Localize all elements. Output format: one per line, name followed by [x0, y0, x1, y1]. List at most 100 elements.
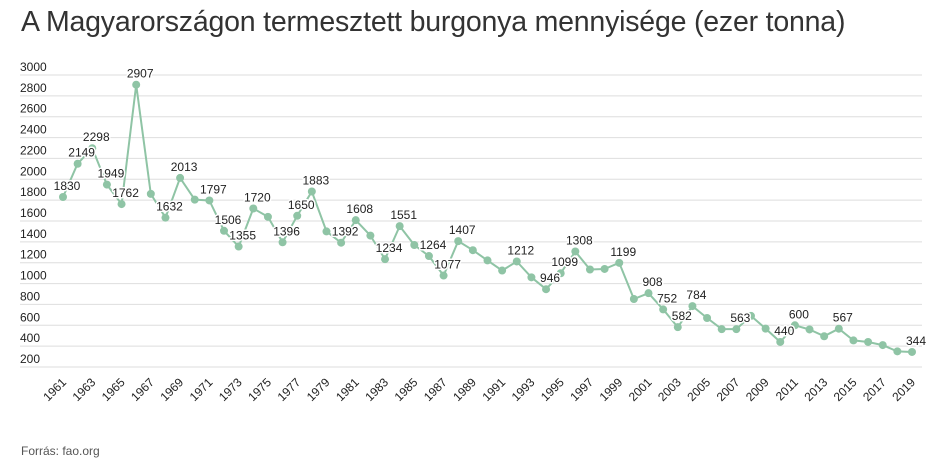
x-tick-label: 1971 — [187, 375, 216, 404]
data-label: 1234 — [376, 241, 403, 255]
data-label: 440 — [774, 324, 794, 338]
data-label: 1212 — [507, 243, 534, 257]
x-tick-label: 1979 — [304, 375, 333, 404]
x-tick-label: 2001 — [626, 375, 655, 404]
y-tick-label: 400 — [20, 331, 40, 345]
data-point — [263, 212, 272, 221]
data-point — [498, 266, 507, 275]
data-points — [59, 80, 916, 356]
data-point — [717, 325, 726, 334]
data-point — [820, 332, 829, 341]
data-point — [381, 255, 390, 264]
data-point — [776, 337, 785, 346]
data-label: 1608 — [346, 202, 373, 216]
data-label: 1830 — [54, 179, 81, 193]
data-point — [849, 336, 858, 345]
data-point — [337, 238, 346, 247]
data-point — [805, 325, 814, 334]
data-point — [161, 213, 170, 222]
data-point — [542, 285, 551, 294]
data-point — [454, 237, 463, 246]
y-tick-label: 2800 — [20, 81, 47, 95]
y-tick-label: 600 — [20, 310, 40, 324]
x-tick-label: 1987 — [421, 375, 450, 404]
x-tick-label: 1975 — [245, 375, 274, 404]
y-tick-label: 800 — [20, 289, 40, 303]
x-tick-label: 1989 — [450, 375, 479, 404]
data-point — [176, 173, 185, 182]
data-label: 567 — [833, 311, 853, 325]
data-point — [190, 195, 199, 204]
data-point — [644, 289, 653, 298]
data-point — [893, 347, 902, 356]
data-label: 1949 — [98, 167, 125, 181]
data-point — [278, 238, 287, 247]
x-tick-label: 1997 — [567, 375, 596, 404]
data-point — [117, 200, 126, 209]
x-tick-label: 1985 — [392, 375, 421, 404]
x-tick-label: 2019 — [889, 375, 918, 404]
data-label: 1077 — [434, 258, 461, 272]
data-point — [483, 256, 492, 265]
y-tick-label: 1000 — [20, 269, 47, 283]
data-point — [908, 347, 916, 356]
y-tick-label: 2000 — [20, 164, 47, 178]
data-point — [73, 159, 82, 168]
y-tick-label: 3000 — [20, 60, 47, 74]
data-point — [864, 337, 873, 346]
data-point — [571, 247, 580, 256]
x-tick-label: 2009 — [743, 375, 772, 404]
data-point — [834, 324, 843, 333]
data-point — [410, 240, 419, 249]
x-tick-label: 1983 — [362, 375, 391, 404]
x-tick-label: 2015 — [831, 375, 860, 404]
data-label: 1396 — [273, 224, 300, 238]
data-label: 2013 — [171, 160, 198, 174]
data-label: 1407 — [449, 223, 476, 237]
x-tick-label: 2005 — [684, 375, 713, 404]
x-tick-label: 2007 — [714, 375, 743, 404]
chart-title: A Magyarországon termesztett burgonya me… — [21, 6, 846, 38]
data-point — [132, 80, 141, 89]
data-point — [468, 246, 477, 255]
data-point — [395, 222, 404, 231]
data-label: 2149 — [68, 146, 95, 160]
data-point — [424, 252, 433, 261]
x-tick-label: 2011 — [773, 375, 801, 403]
data-label: 946 — [540, 271, 560, 285]
x-tick-label: 1995 — [538, 375, 567, 404]
data-label: 563 — [730, 311, 750, 325]
data-point — [351, 216, 360, 225]
x-axis-ticks: 1961 1963 1965 1967 1969 1971 1973 1975 1977 1979… — [40, 375, 918, 404]
data-point — [88, 144, 97, 153]
data-point — [59, 193, 67, 202]
data-point — [761, 324, 770, 333]
data-point — [790, 321, 799, 330]
x-tick-label: 1973 — [216, 375, 245, 404]
data-label: 1355 — [229, 229, 256, 243]
x-tick-label: 1991 — [479, 375, 508, 404]
grid-lines — [20, 74, 922, 368]
data-point — [746, 311, 755, 320]
data-label: 1883 — [302, 173, 329, 187]
x-tick-label: 1969 — [157, 375, 186, 404]
y-tick-label: 1400 — [20, 227, 47, 241]
data-label: 2907 — [127, 67, 154, 81]
data-point — [659, 305, 668, 314]
x-tick-label: 1999 — [597, 375, 626, 404]
data-label: 600 — [789, 307, 809, 321]
data-point — [732, 325, 741, 334]
data-point — [366, 231, 375, 240]
x-tick-label: 1993 — [509, 375, 538, 404]
data-label: 2298 — [83, 130, 110, 144]
data-label: 752 — [657, 291, 677, 305]
data-point — [146, 189, 155, 198]
data-label: 908 — [643, 275, 663, 289]
data-point — [527, 273, 536, 282]
data-label: 1632 — [156, 200, 183, 214]
y-tick-label: 200 — [20, 352, 40, 366]
data-point — [615, 258, 624, 267]
data-point — [439, 271, 448, 280]
